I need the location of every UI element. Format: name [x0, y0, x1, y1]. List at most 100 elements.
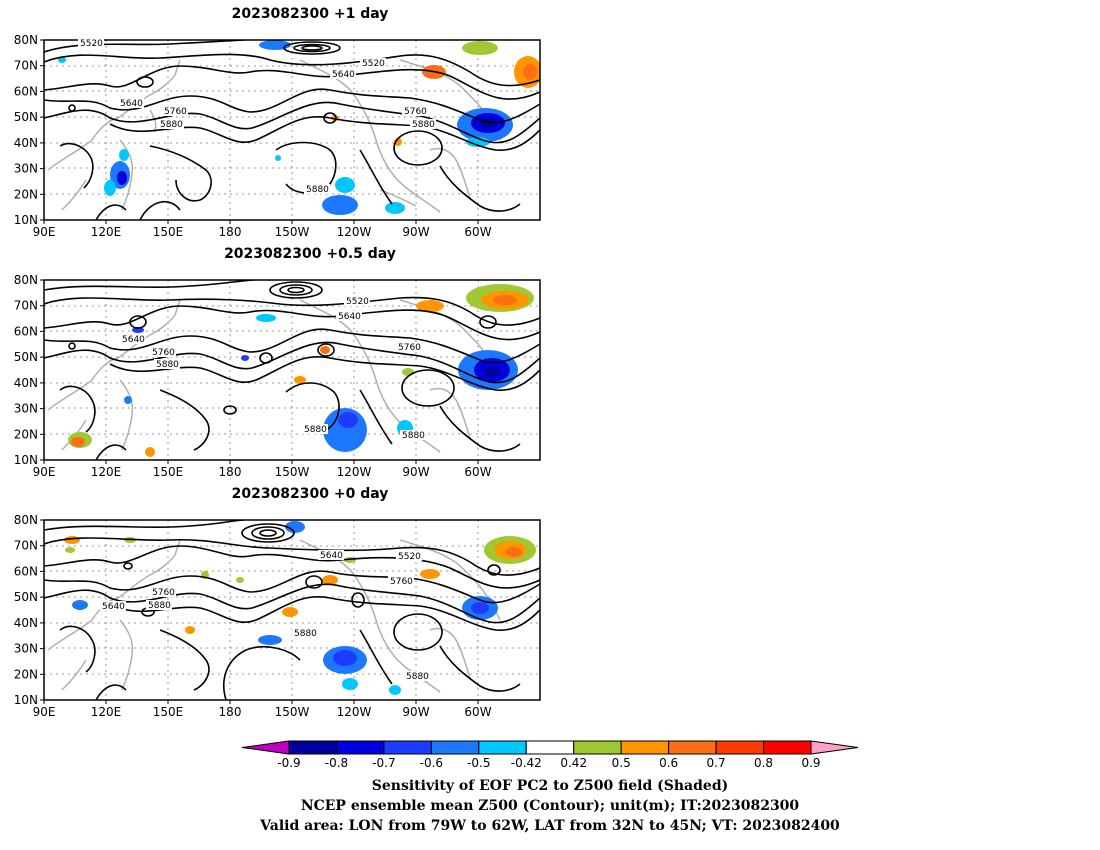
caption-line-1: Sensitivity of EOF PC2 to Z500 field (Sh…	[371, 778, 729, 794]
lat-tick-label: 50N	[14, 350, 38, 364]
lat-tick-label: 80N	[14, 273, 38, 287]
colorbar-tick-label: -0.6	[420, 756, 443, 770]
lon-tick-label: 180	[219, 225, 242, 239]
lat-tick-label: 20N	[14, 667, 38, 681]
map-panel-2: 5520 5640 5640 5760 5760 5880 5880 5880	[43, 279, 541, 461]
map-panel-1: 5520 5520 5640 5640 5760 5760 5880 5880 …	[43, 38, 541, 221]
contour-label: 5880	[148, 601, 171, 611]
colorbar-tick-label: -0.9	[277, 756, 300, 770]
lat-tick-label: 60N	[14, 84, 38, 98]
colorbar-tick-label: 0.6	[659, 756, 678, 770]
colorbar-tick-label: -0.42	[511, 756, 542, 770]
lon-tick-label: 120E	[91, 225, 122, 239]
colorbar-box	[573, 740, 622, 755]
lat-tick-label: 70N	[14, 59, 38, 73]
contour-label: 5520	[398, 552, 421, 562]
lat-tick-label: 20N	[14, 427, 38, 441]
lat-tick-label: 50N	[14, 590, 38, 604]
contour-label: 5760	[404, 107, 427, 117]
lat-tick-label: 30N	[14, 162, 38, 176]
colorbar-tick-label: 0.7	[707, 756, 726, 770]
contour-label: 5880	[156, 360, 179, 370]
colorbar-box	[288, 740, 337, 755]
lon-tick-label: 60W	[464, 465, 491, 479]
lat-tick-label: 50N	[14, 110, 38, 124]
contour-label: 5640	[102, 602, 125, 612]
colorbar-box	[620, 740, 670, 755]
lat-tick-label: 40N	[14, 616, 38, 630]
lon-tick-label: 120W	[337, 465, 372, 479]
lon-tick-label: 180	[219, 705, 242, 719]
lon-tick-label: 60W	[464, 705, 491, 719]
colorbar-box	[525, 740, 575, 755]
lat-tick-label: 70N	[14, 299, 38, 313]
colorbar-box	[668, 740, 717, 755]
lon-tick-label: 180	[219, 465, 242, 479]
lon-tick-label: 150W	[275, 225, 310, 239]
lat-tick-label: 40N	[14, 376, 38, 390]
lat-tick-label: 40N	[14, 136, 38, 150]
caption-line-3: Valid area: LON from 79W to 62W, LAT fro…	[260, 818, 840, 834]
colorbar-box	[478, 740, 527, 755]
lat-tick-label: 80N	[14, 513, 38, 527]
panel-title-1: 2023082300 +1 day	[231, 6, 389, 22]
colorbar-box	[715, 740, 765, 755]
lon-tick-label: 150E	[153, 225, 184, 239]
caption-line-2: NCEP ensemble mean Z500 (Contour); unit(…	[300, 798, 800, 814]
contour-label: 5760	[152, 588, 175, 598]
contour-label: 5640	[120, 99, 143, 109]
lat-tick-label: 70N	[14, 539, 38, 553]
colorbar-tick-label: -0.8	[325, 756, 348, 770]
colorbar-tick-label: -0.5	[467, 756, 490, 770]
lon-tick-label: 90W	[402, 225, 429, 239]
contour-label: 5760	[398, 343, 421, 353]
contour-label: 5880	[306, 185, 329, 195]
lon-tick-label: 120W	[337, 225, 372, 239]
contour-label: 5880	[406, 672, 429, 682]
lat-tick-label: 10N	[14, 453, 38, 467]
colorbar-tick-label: 0.9	[801, 756, 820, 770]
contour-label: 5640	[122, 335, 145, 345]
lon-tick-label: 60W	[464, 225, 491, 239]
colorbar-box	[430, 740, 480, 755]
contour-label: 5880	[294, 629, 317, 639]
colorbar-box	[383, 740, 432, 755]
lon-tick-label: 90E	[33, 225, 56, 239]
lat-tick-label: 60N	[14, 324, 38, 338]
contour-label: 5760	[390, 577, 413, 587]
contour-label: 5880	[160, 120, 183, 130]
contour-label: 5520	[80, 39, 103, 49]
contour-label: 5640	[338, 312, 361, 322]
contour-label: 5760	[152, 348, 175, 358]
lon-tick-label: 90W	[402, 465, 429, 479]
lon-tick-label: 150E	[153, 705, 184, 719]
colorbar-tick-label: 0.5	[612, 756, 631, 770]
lon-tick-label: 90W	[402, 705, 429, 719]
colorbar-tick-label: 0.8	[754, 756, 773, 770]
contour-label: 5640	[320, 551, 343, 561]
panel-title-2: 2023082300 +0.5 day	[224, 246, 396, 262]
lat-tick-label: 10N	[14, 213, 38, 227]
lon-tick-label: 150E	[153, 465, 184, 479]
contour-label: 5520	[362, 59, 385, 69]
colorbar-left-arrow	[241, 740, 290, 755]
lon-tick-label: 90E	[33, 465, 56, 479]
contour-label: 5760	[164, 107, 187, 117]
colorbar-right-arrow	[810, 740, 859, 755]
contour-label: 5880	[402, 431, 425, 441]
lon-tick-label: 120W	[337, 705, 372, 719]
lat-tick-label: 20N	[14, 187, 38, 201]
panel-title-3: 2023082300 +0 day	[231, 486, 389, 502]
lon-tick-label: 90E	[33, 705, 56, 719]
lat-tick-label: 10N	[14, 693, 38, 707]
contour-label: 5880	[304, 425, 327, 435]
lon-tick-label: 120E	[91, 465, 122, 479]
lat-tick-label: 60N	[14, 564, 38, 578]
colorbar-box	[763, 740, 812, 755]
lon-tick-label: 120E	[91, 705, 122, 719]
map-panel-3: 5640 5520 5640 5760 5760 5880 5880 5880	[43, 519, 541, 701]
colorbar-tick-label: 0.42	[560, 756, 587, 770]
map-panels: 5520 5520 5640 5640 5760 5760 5880 5880 …	[14, 33, 541, 719]
lat-tick-label: 80N	[14, 33, 38, 47]
